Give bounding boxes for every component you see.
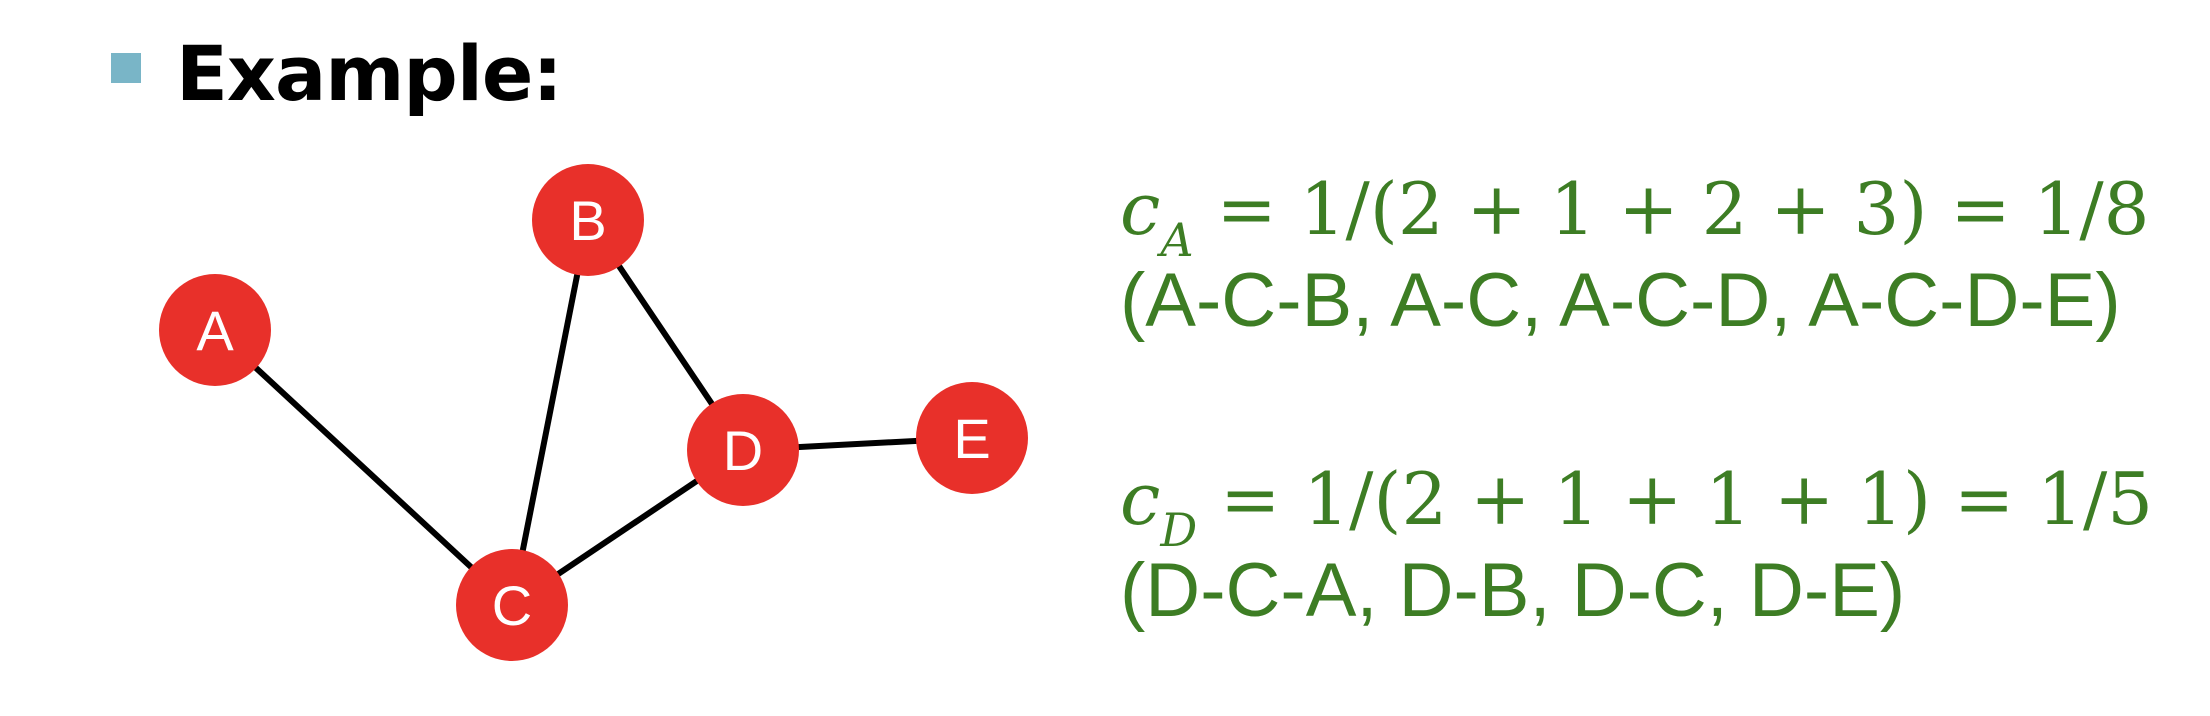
node-e-label: E: [953, 407, 990, 470]
node-a-label: A: [196, 299, 234, 362]
node-b: B: [532, 164, 644, 276]
closeness-a-equation: cA = 1/(2 + 1 + 2 + 3) = 1/8: [1120, 163, 2150, 267]
node-c-label: C: [492, 574, 532, 637]
closeness-a-sub: A: [1160, 213, 1194, 267]
closeness-d-expr: = 1/(2 + 1 + 1 + 1) = 1/5: [1197, 457, 2154, 541]
graph-nodes: A B C D E: [159, 164, 1028, 661]
closeness-a-var: c: [1120, 167, 1161, 251]
node-b-label: B: [569, 189, 606, 252]
node-a: A: [159, 274, 271, 386]
closeness-a-block: cA = 1/(2 + 1 + 2 + 3) = 1/8 (A-C-B, A-C…: [1120, 163, 2149, 347]
heading: Example:: [176, 29, 563, 118]
closeness-d-block: cD = 1/(2 + 1 + 1 + 1) = 1/5 (D-C-A, D-B…: [1120, 453, 2153, 637]
closeness-d-sub: D: [1160, 503, 1198, 557]
graph-edges: [212, 218, 973, 608]
closeness-d-var: c: [1120, 457, 1161, 541]
edge-a-c: [212, 327, 515, 608]
node-d: D: [687, 394, 799, 506]
node-e: E: [916, 382, 1028, 494]
closeness-a-paths: (A-C-B, A-C, A-C-D, A-C-D-E): [1120, 258, 2121, 343]
bullet-square: [111, 53, 141, 83]
node-c: C: [456, 549, 568, 661]
closeness-d-equation: cD = 1/(2 + 1 + 1 + 1) = 1/5: [1120, 453, 2154, 557]
closeness-d-paths: (D-C-A, D-B, D-C, D-E): [1120, 548, 1906, 633]
edge-b-c: [509, 219, 591, 606]
node-d-label: D: [723, 419, 763, 482]
closeness-a-expr: = 1/(2 + 1 + 2 + 3) = 1/8: [1193, 167, 2150, 251]
